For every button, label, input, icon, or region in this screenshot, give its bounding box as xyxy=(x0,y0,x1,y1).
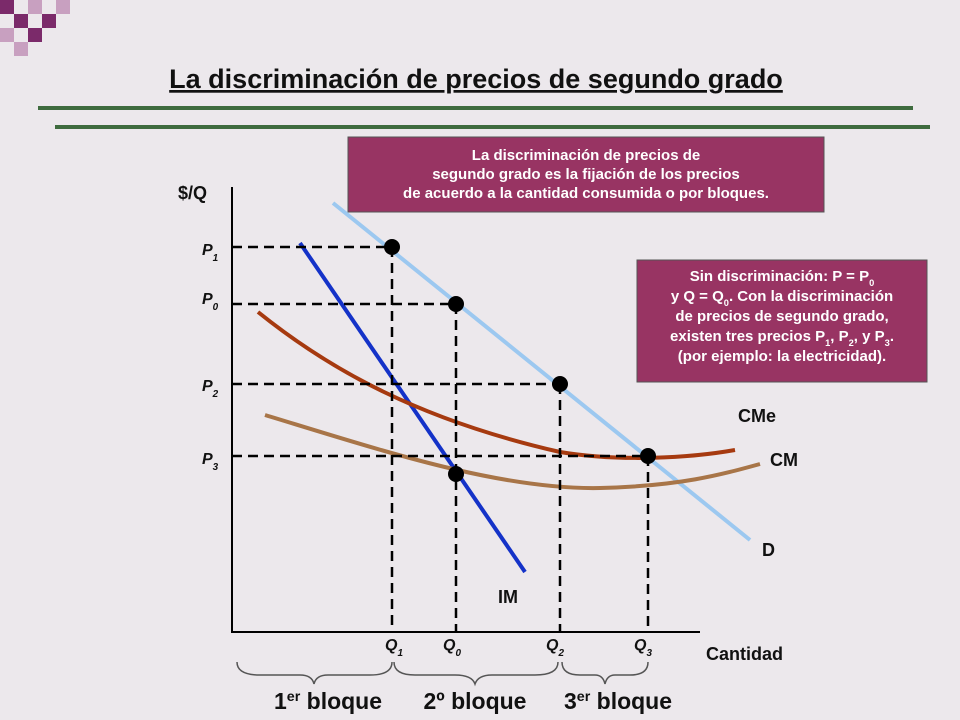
text-segment: Q xyxy=(443,637,456,654)
label: segundo grado es la fijación de los prec… xyxy=(432,166,740,183)
text-segment: Q xyxy=(634,637,647,654)
text-segment: 0 xyxy=(213,302,219,313)
label: 3er bloque xyxy=(564,688,672,714)
label: y Q = Q0. Con la discriminación xyxy=(671,288,893,308)
label: P2 xyxy=(202,378,219,400)
label: La discriminación de precios de xyxy=(472,147,700,164)
y-axis-label: $/Q xyxy=(178,183,207,203)
demand-curve xyxy=(331,201,752,542)
text-segment: 2 xyxy=(212,389,219,400)
text-segment: de precios de segundo grado, xyxy=(675,308,888,325)
marginal-revenue-curve xyxy=(298,241,527,574)
x-axis-label: Cantidad xyxy=(706,644,783,664)
text-segment: de acuerdo a la cantidad consumida o por… xyxy=(403,185,769,202)
text-segment: er xyxy=(287,689,301,705)
label: Q0 xyxy=(443,637,461,659)
text-segment: er xyxy=(577,689,591,705)
curve-label: CM xyxy=(770,450,798,470)
text-segment: 3 xyxy=(885,338,890,348)
text-segment: P xyxy=(202,451,213,468)
marginal-cost-curve xyxy=(264,413,761,491)
text-segment: 0 xyxy=(869,278,874,288)
text-segment: , y P xyxy=(854,328,885,345)
points xyxy=(384,239,656,482)
text-segment: . Con la discriminación xyxy=(729,288,893,305)
text-segment: La discriminación de precios de xyxy=(472,147,700,164)
text-segment: Sin discriminación: P = P xyxy=(690,268,869,285)
label: Q2 xyxy=(546,637,564,659)
definition-box xyxy=(347,136,825,213)
axes xyxy=(231,187,700,633)
guides xyxy=(232,245,650,632)
label: P1 xyxy=(202,242,218,264)
label: Q1 xyxy=(385,637,403,659)
labels: $/Q Cantidad CMe CM D IM xyxy=(178,183,798,664)
label: P0 xyxy=(202,291,219,313)
text-segment: . xyxy=(890,328,894,345)
text-segment: 3 xyxy=(646,648,652,659)
text-segment: P xyxy=(202,291,213,308)
text-segment: (por ejemplo: la electricidad). xyxy=(678,348,886,365)
text-segment: y Q = Q xyxy=(671,288,724,305)
text-segment: Q xyxy=(385,637,398,654)
average-cost-curve xyxy=(256,310,736,460)
text-segment: 2 xyxy=(557,648,564,659)
text-segment: 2 xyxy=(849,338,854,348)
text-segment: 0 xyxy=(455,648,461,659)
text-segment: Q xyxy=(546,637,559,654)
curve-label: CMe xyxy=(738,406,776,426)
label: P3 xyxy=(202,451,219,473)
explanation-box xyxy=(636,259,928,383)
label: Sin discriminación: P = P0 xyxy=(690,268,875,288)
text-segment: 1 xyxy=(825,338,830,348)
label: 2º bloque xyxy=(424,688,527,714)
decoration xyxy=(0,0,70,56)
label: de acuerdo a la cantidad consumida o por… xyxy=(403,185,769,202)
text-segment: existen tres precios P xyxy=(670,328,825,345)
label: Q3 xyxy=(634,637,652,659)
text-segment: P xyxy=(202,378,213,395)
text-segment: P xyxy=(202,242,213,259)
text-segment: 3 xyxy=(564,688,577,714)
text-segment: bloque xyxy=(590,688,672,714)
text-segment: 3 xyxy=(213,462,219,473)
title: La discriminación de precios de segundo … xyxy=(169,64,783,94)
curve-label: D xyxy=(762,540,775,560)
text-segment: 1 xyxy=(213,253,219,264)
text-segment: , P xyxy=(830,328,848,345)
text-segment: 1 xyxy=(274,688,287,714)
text-segment: 1 xyxy=(397,648,403,659)
braces xyxy=(236,661,649,687)
text-segment: 2º bloque xyxy=(424,688,527,714)
curves xyxy=(256,201,761,574)
label: (por ejemplo: la electricidad). xyxy=(678,348,886,365)
text-segment: 0 xyxy=(724,298,729,308)
label: de precios de segundo grado, xyxy=(675,308,888,325)
label: 1er bloque xyxy=(274,688,382,714)
label: existen tres precios P1, P2, y P3. xyxy=(670,328,894,348)
curve-label: IM xyxy=(498,587,518,607)
text-segment: segundo grado es la fijación de los prec… xyxy=(432,166,740,183)
text-segment: bloque xyxy=(300,688,382,714)
